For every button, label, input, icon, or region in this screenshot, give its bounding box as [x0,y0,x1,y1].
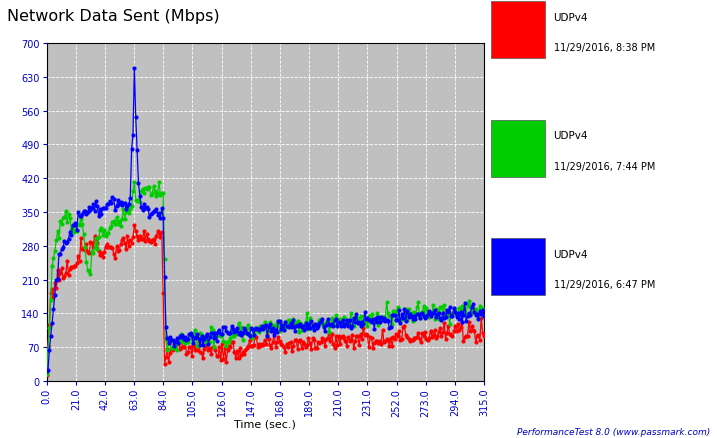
Text: UDPv4: UDPv4 [554,249,588,259]
Text: UDPv4: UDPv4 [554,13,588,22]
Text: PerformanceTest 8.0 (www.passmark.com): PerformanceTest 8.0 (www.passmark.com) [516,427,710,436]
Text: 11/29/2016, 8:38 PM: 11/29/2016, 8:38 PM [554,43,655,53]
Text: Network Data Sent (Mbps): Network Data Sent (Mbps) [7,9,220,24]
Text: UDPv4: UDPv4 [554,131,588,141]
Text: 11/29/2016, 6:47 PM: 11/29/2016, 6:47 PM [554,280,655,290]
Text: 11/29/2016, 7:44 PM: 11/29/2016, 7:44 PM [554,162,655,171]
X-axis label: Time (sec.): Time (sec.) [234,419,296,428]
